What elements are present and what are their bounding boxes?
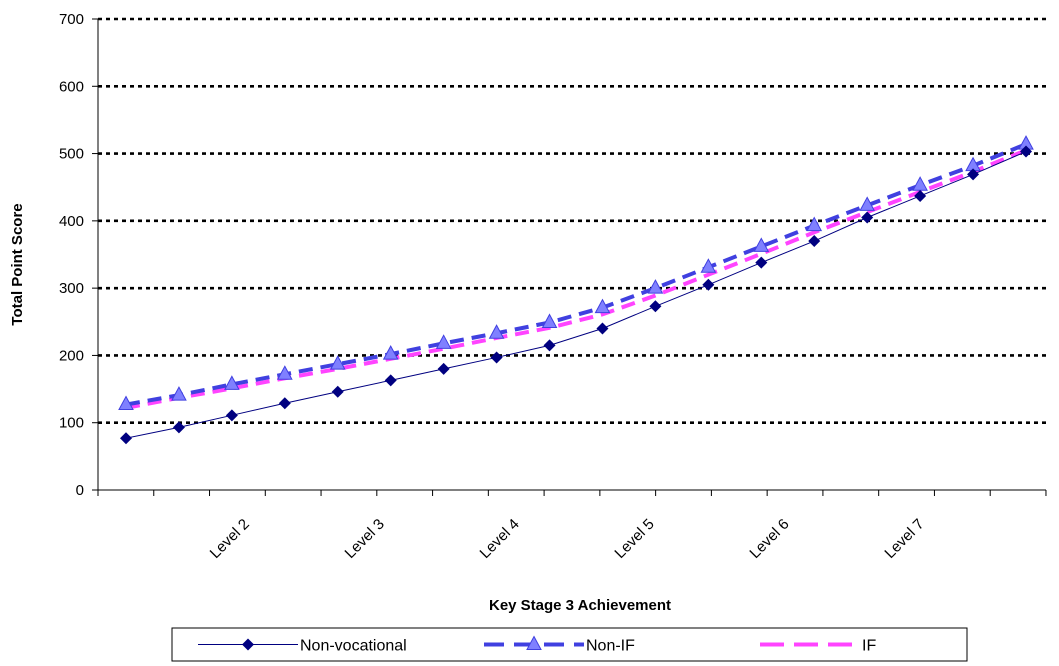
series-line (125, 148, 1027, 410)
x-tick-label: Level 5 (611, 516, 657, 562)
x-tick-label: Level 2 (207, 516, 253, 562)
data-point-triangle (329, 355, 346, 370)
data-point-diamond (172, 421, 185, 434)
y-tick-label: 100 (59, 415, 84, 432)
data-point-triangle (171, 386, 187, 401)
y-tick-label: 200 (59, 347, 84, 364)
x-tick-label: Level 7 (881, 516, 927, 562)
data-point-triangle (753, 237, 770, 252)
data-point-triangle (647, 279, 664, 294)
y-tick-label: 700 (59, 11, 84, 28)
data-point-diamond (437, 362, 450, 375)
series-layer (118, 135, 1034, 445)
data-point-triangle (435, 334, 452, 349)
data-point-diamond (808, 235, 821, 248)
legend-label: Non-vocational (300, 638, 407, 655)
data-point-triangle (382, 345, 399, 360)
series-non-if (118, 135, 1034, 411)
data-point-triangle (276, 365, 293, 380)
data-point-diamond (967, 168, 980, 181)
y-tick-label: 300 (59, 280, 84, 297)
gridlines (98, 17, 1046, 425)
data-point-diamond (649, 300, 662, 313)
y-tick-label: 400 (59, 213, 84, 230)
data-point-diamond (331, 385, 344, 398)
series-line (125, 142, 1027, 407)
x-axis: Level 2 Level 3 Level 4 Level 5 Level 6 Level… (97, 489, 1047, 562)
data-point-diamond (702, 278, 715, 291)
legend-label: Non-IF (586, 638, 635, 655)
data-point-diamond (384, 374, 397, 387)
y-tick-label: 0 (76, 482, 84, 499)
data-point-triangle (541, 313, 558, 328)
data-point-triangle (488, 324, 505, 339)
data-point-diamond (120, 432, 132, 445)
x-axis-title: Key Stage 3 Achievement (489, 597, 671, 614)
data-point-diamond (1020, 145, 1032, 158)
series-line (125, 151, 1027, 439)
data-point-diamond (242, 638, 254, 651)
data-point-diamond (755, 256, 768, 269)
y-tick-label: 500 (59, 146, 84, 163)
data-point-triangle (912, 176, 928, 191)
data-point-diamond (543, 339, 556, 352)
data-point-triangle (859, 196, 876, 211)
data-point-triangle (594, 298, 611, 314)
y-axis-title: Total Point Score (9, 203, 26, 325)
x-tick-label: Level 3 (342, 516, 388, 562)
series-if (125, 148, 1027, 410)
data-point-triangle (526, 635, 542, 650)
legend-label: IF (862, 638, 876, 655)
x-tick-label: Level 6 (746, 516, 792, 562)
data-point-diamond (596, 322, 609, 335)
data-point-triangle (118, 395, 134, 411)
data-point-triangle (700, 258, 717, 273)
legend: Non-vocational Non-IF IF (171, 627, 968, 662)
data-point-diamond (490, 351, 503, 364)
data-point-diamond (914, 189, 927, 202)
data-point-diamond (278, 397, 291, 410)
data-point-diamond (225, 409, 238, 422)
y-axis: 0 100 200 300 400 500 600 700 (59, 11, 99, 499)
x-tick-label: Level 4 (477, 516, 523, 562)
y-tick-label: 600 (59, 78, 84, 95)
data-point-diamond (861, 211, 874, 224)
data-point-triangle (224, 375, 240, 390)
data-point-triangle (806, 216, 823, 232)
series-non-vocational (120, 145, 1032, 445)
